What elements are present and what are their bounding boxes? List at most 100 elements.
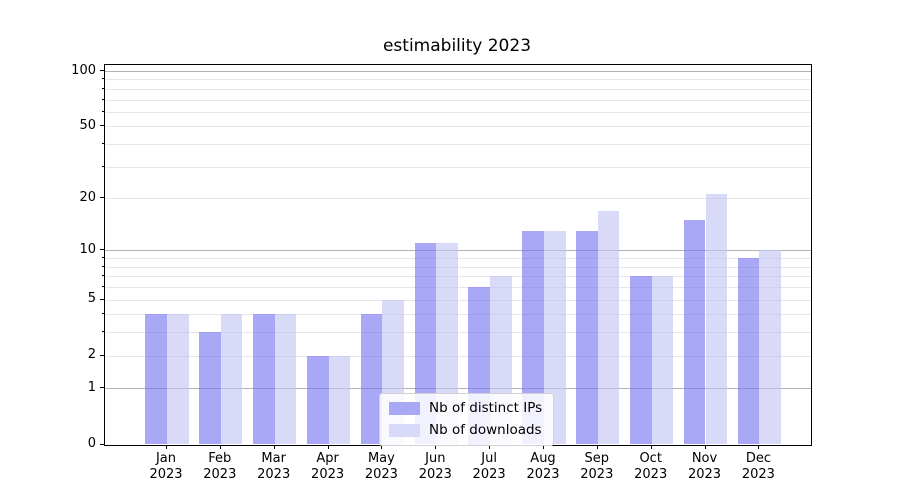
y-minor-tick-mark-30 bbox=[102, 165, 104, 167]
legend-swatch-downloads bbox=[389, 423, 420, 437]
legend-label-downloads: Nb of downloads bbox=[429, 422, 542, 438]
x-tick-label-nov: Nov 2023 bbox=[687, 450, 722, 483]
y-tick-mark-0 bbox=[100, 443, 104, 445]
bar-nb-of-distinct-ips-feb bbox=[199, 332, 221, 445]
gridline-6 bbox=[105, 287, 811, 288]
y-tick-label-1: 1 bbox=[87, 379, 96, 395]
y-minor-tick-mark-3 bbox=[102, 331, 104, 333]
bar-nb-of-distinct-ips-dec bbox=[737, 258, 760, 445]
gridline-70 bbox=[105, 99, 811, 101]
x-tick-mark-oct bbox=[650, 444, 652, 449]
y-minor-tick-mark-4 bbox=[102, 313, 104, 315]
bar-nb-of-downloads-aug bbox=[543, 230, 566, 445]
gridline-40 bbox=[105, 144, 811, 145]
y-tick-label-50: 50 bbox=[79, 117, 96, 133]
y-minor-tick-mark-80 bbox=[102, 87, 104, 89]
y-minor-tick-mark-6 bbox=[102, 286, 104, 287]
gridline-20 bbox=[105, 198, 811, 200]
gridline-9 bbox=[105, 258, 811, 260]
y-tick-label-0: 0 bbox=[87, 436, 96, 451]
bar-nb-of-downloads-apr bbox=[328, 355, 351, 445]
chart-title: estimability 2023 bbox=[382, 36, 532, 56]
y-minor-tick-mark-9 bbox=[102, 257, 104, 259]
y-tick-mark-20 bbox=[100, 197, 104, 199]
bar-nb-of-distinct-ips-nov bbox=[683, 220, 706, 445]
x-tick-label-jan: Jan 2023 bbox=[149, 450, 183, 483]
bar-nb-of-distinct-ips-sep bbox=[576, 230, 598, 445]
x-tick-mark-aug bbox=[543, 444, 544, 449]
gridline-10 bbox=[105, 250, 811, 252]
x-tick-mark-sep bbox=[596, 444, 598, 449]
bar-nb-of-downloads-mar bbox=[274, 314, 297, 445]
x-tick-label-dec: Dec 2023 bbox=[741, 450, 775, 483]
y-tick-label-100: 100 bbox=[71, 62, 96, 78]
x-tick-mark-jun bbox=[435, 444, 437, 449]
x-tick-label-oct: Oct 2023 bbox=[634, 450, 668, 483]
legend-item-distinct-ips: Nb of distinct IPs bbox=[389, 400, 542, 416]
y-minor-tick-mark-7 bbox=[102, 275, 104, 277]
gridline-100 bbox=[105, 71, 811, 72]
x-tick-label-sep: Sep 2023 bbox=[580, 450, 614, 483]
y-tick-mark-100 bbox=[100, 70, 104, 71]
gridline-1 bbox=[105, 388, 811, 390]
gridline-7 bbox=[105, 276, 811, 278]
gridline-2 bbox=[105, 355, 811, 357]
gridline-8 bbox=[105, 266, 811, 268]
gridline-60 bbox=[105, 111, 811, 113]
bar-nb-of-downloads-oct bbox=[651, 276, 674, 445]
legend-label-distinct-ips: Nb of distinct IPs bbox=[429, 400, 543, 416]
y-minor-tick-mark-90 bbox=[102, 78, 104, 80]
x-tick-mark-dec bbox=[758, 444, 760, 449]
legend: Nb of distinct IPs Nb of downloads bbox=[379, 393, 555, 446]
y-minor-tick-mark-8 bbox=[102, 265, 104, 267]
y-tick-mark-2 bbox=[100, 354, 104, 356]
bar-nb-of-distinct-ips-jan bbox=[145, 314, 167, 445]
bar-nb-of-downloads-jan bbox=[167, 314, 189, 445]
x-tick-label-mar: Mar 2023 bbox=[257, 450, 291, 483]
x-tick-mark-may bbox=[381, 444, 383, 449]
y-minor-tick-mark-60 bbox=[102, 110, 104, 112]
x-tick-label-may: May 2023 bbox=[364, 450, 398, 483]
y-tick-label-5: 5 bbox=[87, 291, 96, 306]
gridline-50 bbox=[105, 126, 811, 128]
plot-area: Nb of distinct IPs Nb of downloads bbox=[104, 64, 812, 446]
y-tick-mark-5 bbox=[100, 298, 104, 300]
bar-nb-of-downloads-nov bbox=[705, 194, 728, 445]
x-tick-mark-apr bbox=[327, 444, 329, 449]
bar-nb-of-distinct-ips-may bbox=[360, 314, 383, 445]
y-minor-tick-mark-40 bbox=[102, 143, 104, 144]
gridline-90 bbox=[105, 79, 811, 81]
bar-nb-of-downloads-dec bbox=[759, 250, 782, 445]
y-tick-mark-1 bbox=[100, 387, 104, 389]
gridline-3 bbox=[105, 332, 811, 334]
y-tick-mark-50 bbox=[100, 125, 104, 127]
y-tick-label-10: 10 bbox=[79, 241, 96, 257]
legend-swatch-distinct-ips bbox=[389, 401, 420, 415]
y-tick-mark-10 bbox=[100, 249, 104, 251]
gridline-4 bbox=[105, 314, 811, 316]
bar-nb-of-distinct-ips-apr bbox=[306, 355, 329, 445]
x-tick-label-aug: Aug 2023 bbox=[526, 450, 560, 483]
x-tick-mark-feb bbox=[219, 444, 221, 449]
x-tick-label-feb: Feb 2023 bbox=[203, 450, 237, 483]
x-tick-mark-jul bbox=[489, 444, 491, 449]
y-tick-label-2: 2 bbox=[87, 347, 96, 363]
y-minor-tick-mark-70 bbox=[102, 98, 104, 100]
legend-item-downloads: Nb of downloads bbox=[389, 422, 542, 438]
bar-nb-of-distinct-ips-oct bbox=[630, 276, 652, 445]
gridline-80 bbox=[105, 88, 811, 90]
x-tick-mark-jan bbox=[166, 444, 167, 449]
bar-nb-of-distinct-ips-aug bbox=[522, 230, 544, 445]
gridline-30 bbox=[105, 166, 811, 168]
bar-nb-of-downloads-feb bbox=[220, 314, 243, 445]
x-tick-label-jul: Jul 2023 bbox=[472, 450, 506, 483]
y-tick-label-20: 20 bbox=[79, 189, 96, 205]
gridline-5 bbox=[105, 299, 811, 301]
x-tick-label-apr: Apr 2023 bbox=[311, 450, 345, 483]
x-tick-mark-mar bbox=[273, 444, 275, 449]
bar-nb-of-distinct-ips-mar bbox=[253, 314, 275, 445]
x-tick-label-jun: Jun 2023 bbox=[418, 450, 452, 483]
bar-nb-of-downloads-sep bbox=[597, 210, 620, 445]
x-tick-mark-nov bbox=[704, 444, 706, 449]
